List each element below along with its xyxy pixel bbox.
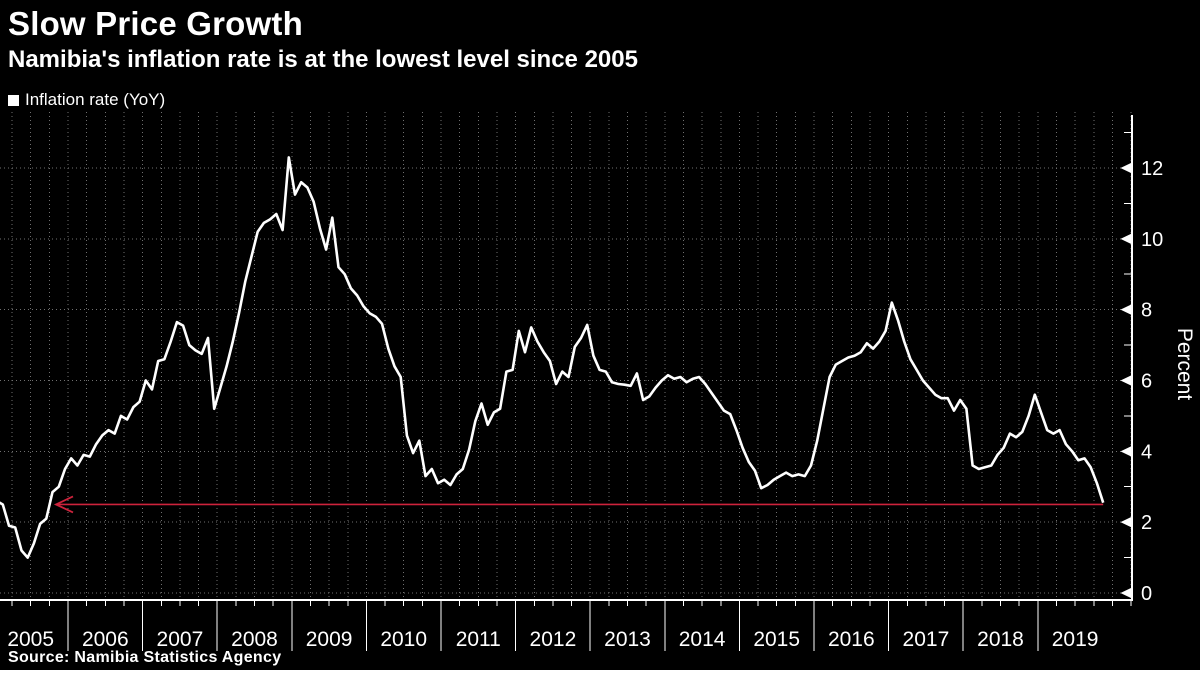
x-axis-year-label: 2012 (530, 628, 577, 651)
x-axis-year-label: 2018 (977, 628, 1024, 651)
x-axis-year-label: 2019 (1052, 628, 1099, 651)
legend-label: Inflation rate (YoY) (25, 90, 166, 109)
y-major-tick-arrow-icon (1120, 516, 1132, 528)
y-axis-tick-label: 6 (1141, 370, 1152, 392)
inflation-rate-line (0, 156, 1105, 559)
y-major-tick-arrow-icon (1120, 304, 1132, 316)
y-axis-tick-label: 10 (1141, 229, 1163, 251)
x-axis-year-label: 2007 (157, 628, 204, 651)
chart-title: Slow Price Growth (8, 5, 303, 42)
y-axis-tick-label: 4 (1141, 441, 1152, 463)
x-axis-year-label: 2009 (306, 628, 353, 651)
reference-arrowhead-icon (53, 495, 74, 514)
y-major-tick-arrow-icon (1120, 587, 1132, 599)
chart-subtitle: Namibia's inflation rate is at the lowes… (8, 46, 638, 73)
legend-square-icon (8, 94, 19, 106)
y-axis-tick-label: 12 (1141, 158, 1163, 180)
y-major-tick-arrow-icon (1120, 162, 1132, 174)
y-major-tick-arrow-icon (1120, 445, 1132, 457)
x-axis-year-label: 2014 (679, 628, 726, 651)
y-axis-title: Percent (1173, 328, 1196, 401)
x-axis-year-label: 2010 (380, 628, 427, 651)
y-major-tick-arrow-icon (1120, 233, 1132, 245)
x-axis-year-label: 2015 (753, 628, 800, 651)
x-axis-year-label: 2016 (828, 628, 875, 651)
y-major-tick-arrow-icon (1120, 374, 1132, 386)
y-axis-tick-label: 2 (1141, 512, 1152, 534)
source-note: Source: Namibia Statistics Agency (8, 649, 282, 666)
x-axis-year-label: 2006 (82, 628, 129, 651)
x-axis-year-label: 2011 (456, 628, 501, 651)
legend: Inflation rate (YoY) (8, 90, 165, 110)
x-axis-year-label: 2013 (604, 628, 651, 651)
x-axis-year-label: 2005 (7, 628, 54, 651)
bottom-bar (0, 670, 1200, 675)
y-axis-tick-label: 0 (1141, 583, 1152, 605)
y-axis-tick-label: 8 (1141, 300, 1152, 322)
x-axis-year-label: 2008 (231, 628, 278, 651)
x-axis-year-label: 2017 (903, 628, 950, 651)
